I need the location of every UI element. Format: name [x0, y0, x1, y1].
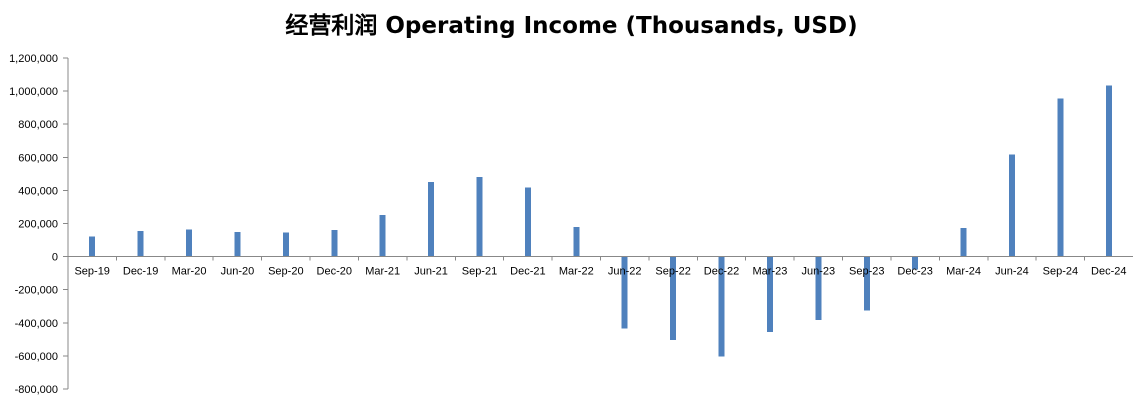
x-tick-label: Sep-20: [268, 266, 303, 278]
y-tick-label: -400,000: [15, 318, 58, 330]
y-tick-label: -600,000: [15, 351, 58, 363]
x-tick-label: Dec-22: [704, 266, 739, 278]
bar-jun-22: [621, 256, 628, 329]
bar-dec-21: [524, 187, 531, 257]
x-tick-label: Sep-24: [1043, 266, 1078, 278]
y-tick-label: 600,000: [18, 152, 58, 164]
y-tick-label: 200,000: [18, 219, 58, 231]
x-axis: Sep-19 Dec-19 Mar-20 Jun-20 Sep-20 Dec-20 Mar-…: [67, 256, 1133, 278]
bar-dec-20: [331, 230, 338, 257]
x-tick-label: Jun-22: [608, 266, 642, 278]
bar-mar-23: [766, 256, 773, 332]
x-tick-label: Sep-22: [655, 266, 690, 278]
bar-dec-22: [718, 256, 725, 357]
bar-mar-24: [960, 228, 967, 257]
bar-jun-23: [815, 256, 822, 320]
bar-sep-20: [282, 232, 289, 257]
y-tick-label: 400,000: [18, 185, 58, 197]
bar-jun-20: [234, 232, 241, 257]
x-tick-label: Sep-21: [462, 266, 497, 278]
bar-mar-20: [186, 229, 193, 257]
bar-dec-24: [1105, 85, 1112, 257]
x-tick-label: Dec-23: [897, 266, 932, 278]
x-tick-label: Mar-22: [559, 266, 594, 278]
x-tick-label: Jun-20: [221, 266, 255, 278]
bar-mar-22: [573, 227, 580, 257]
bar-dec-19: [137, 230, 144, 257]
chart-title: 经营利润 Operating Income (Thousands, USD): [285, 13, 858, 39]
bar-sep-23: [863, 256, 870, 311]
x-tick-label: Dec-21: [510, 266, 545, 278]
x-tick-label: Mar-20: [172, 266, 207, 278]
x-tick-label: Dec-20: [317, 266, 352, 278]
y-axis: -800,000 -600,000 -400,000 -200,000 0 200,000…: [9, 53, 69, 396]
x-tick-label: Mar-23: [753, 266, 788, 278]
bar-sep-19: [89, 236, 96, 257]
x-tick-label: Jun-23: [802, 266, 836, 278]
x-tick-label: Sep-23: [849, 266, 884, 278]
x-tick-label: Sep-19: [74, 266, 109, 278]
x-tick-label: Jun-21: [414, 266, 448, 278]
bar-dec-23: [912, 256, 919, 270]
x-tick-label: Mar-21: [365, 266, 400, 278]
bar-jun-24: [1008, 154, 1015, 257]
bar-sep-22: [670, 256, 677, 341]
x-tick-label: Dec-24: [1091, 266, 1126, 278]
bar-mar-21: [379, 215, 386, 257]
y-tick-label: 1,200,000: [9, 53, 58, 65]
bar-sep-21: [476, 177, 483, 257]
x-tick-label: Dec-19: [123, 266, 158, 278]
bar-jun-21: [428, 182, 435, 257]
x-tick-label: Jun-24: [995, 266, 1029, 278]
y-tick-label: -200,000: [15, 285, 58, 297]
y-tick-label: 800,000: [18, 119, 58, 131]
x-tick-label: Mar-24: [946, 266, 981, 278]
y-tick-label: -800,000: [15, 384, 58, 396]
y-tick-label: 0: [52, 252, 58, 264]
bar-sep-24: [1057, 98, 1064, 257]
bars: [89, 85, 1112, 357]
y-tick-label: 1,000,000: [9, 86, 58, 98]
